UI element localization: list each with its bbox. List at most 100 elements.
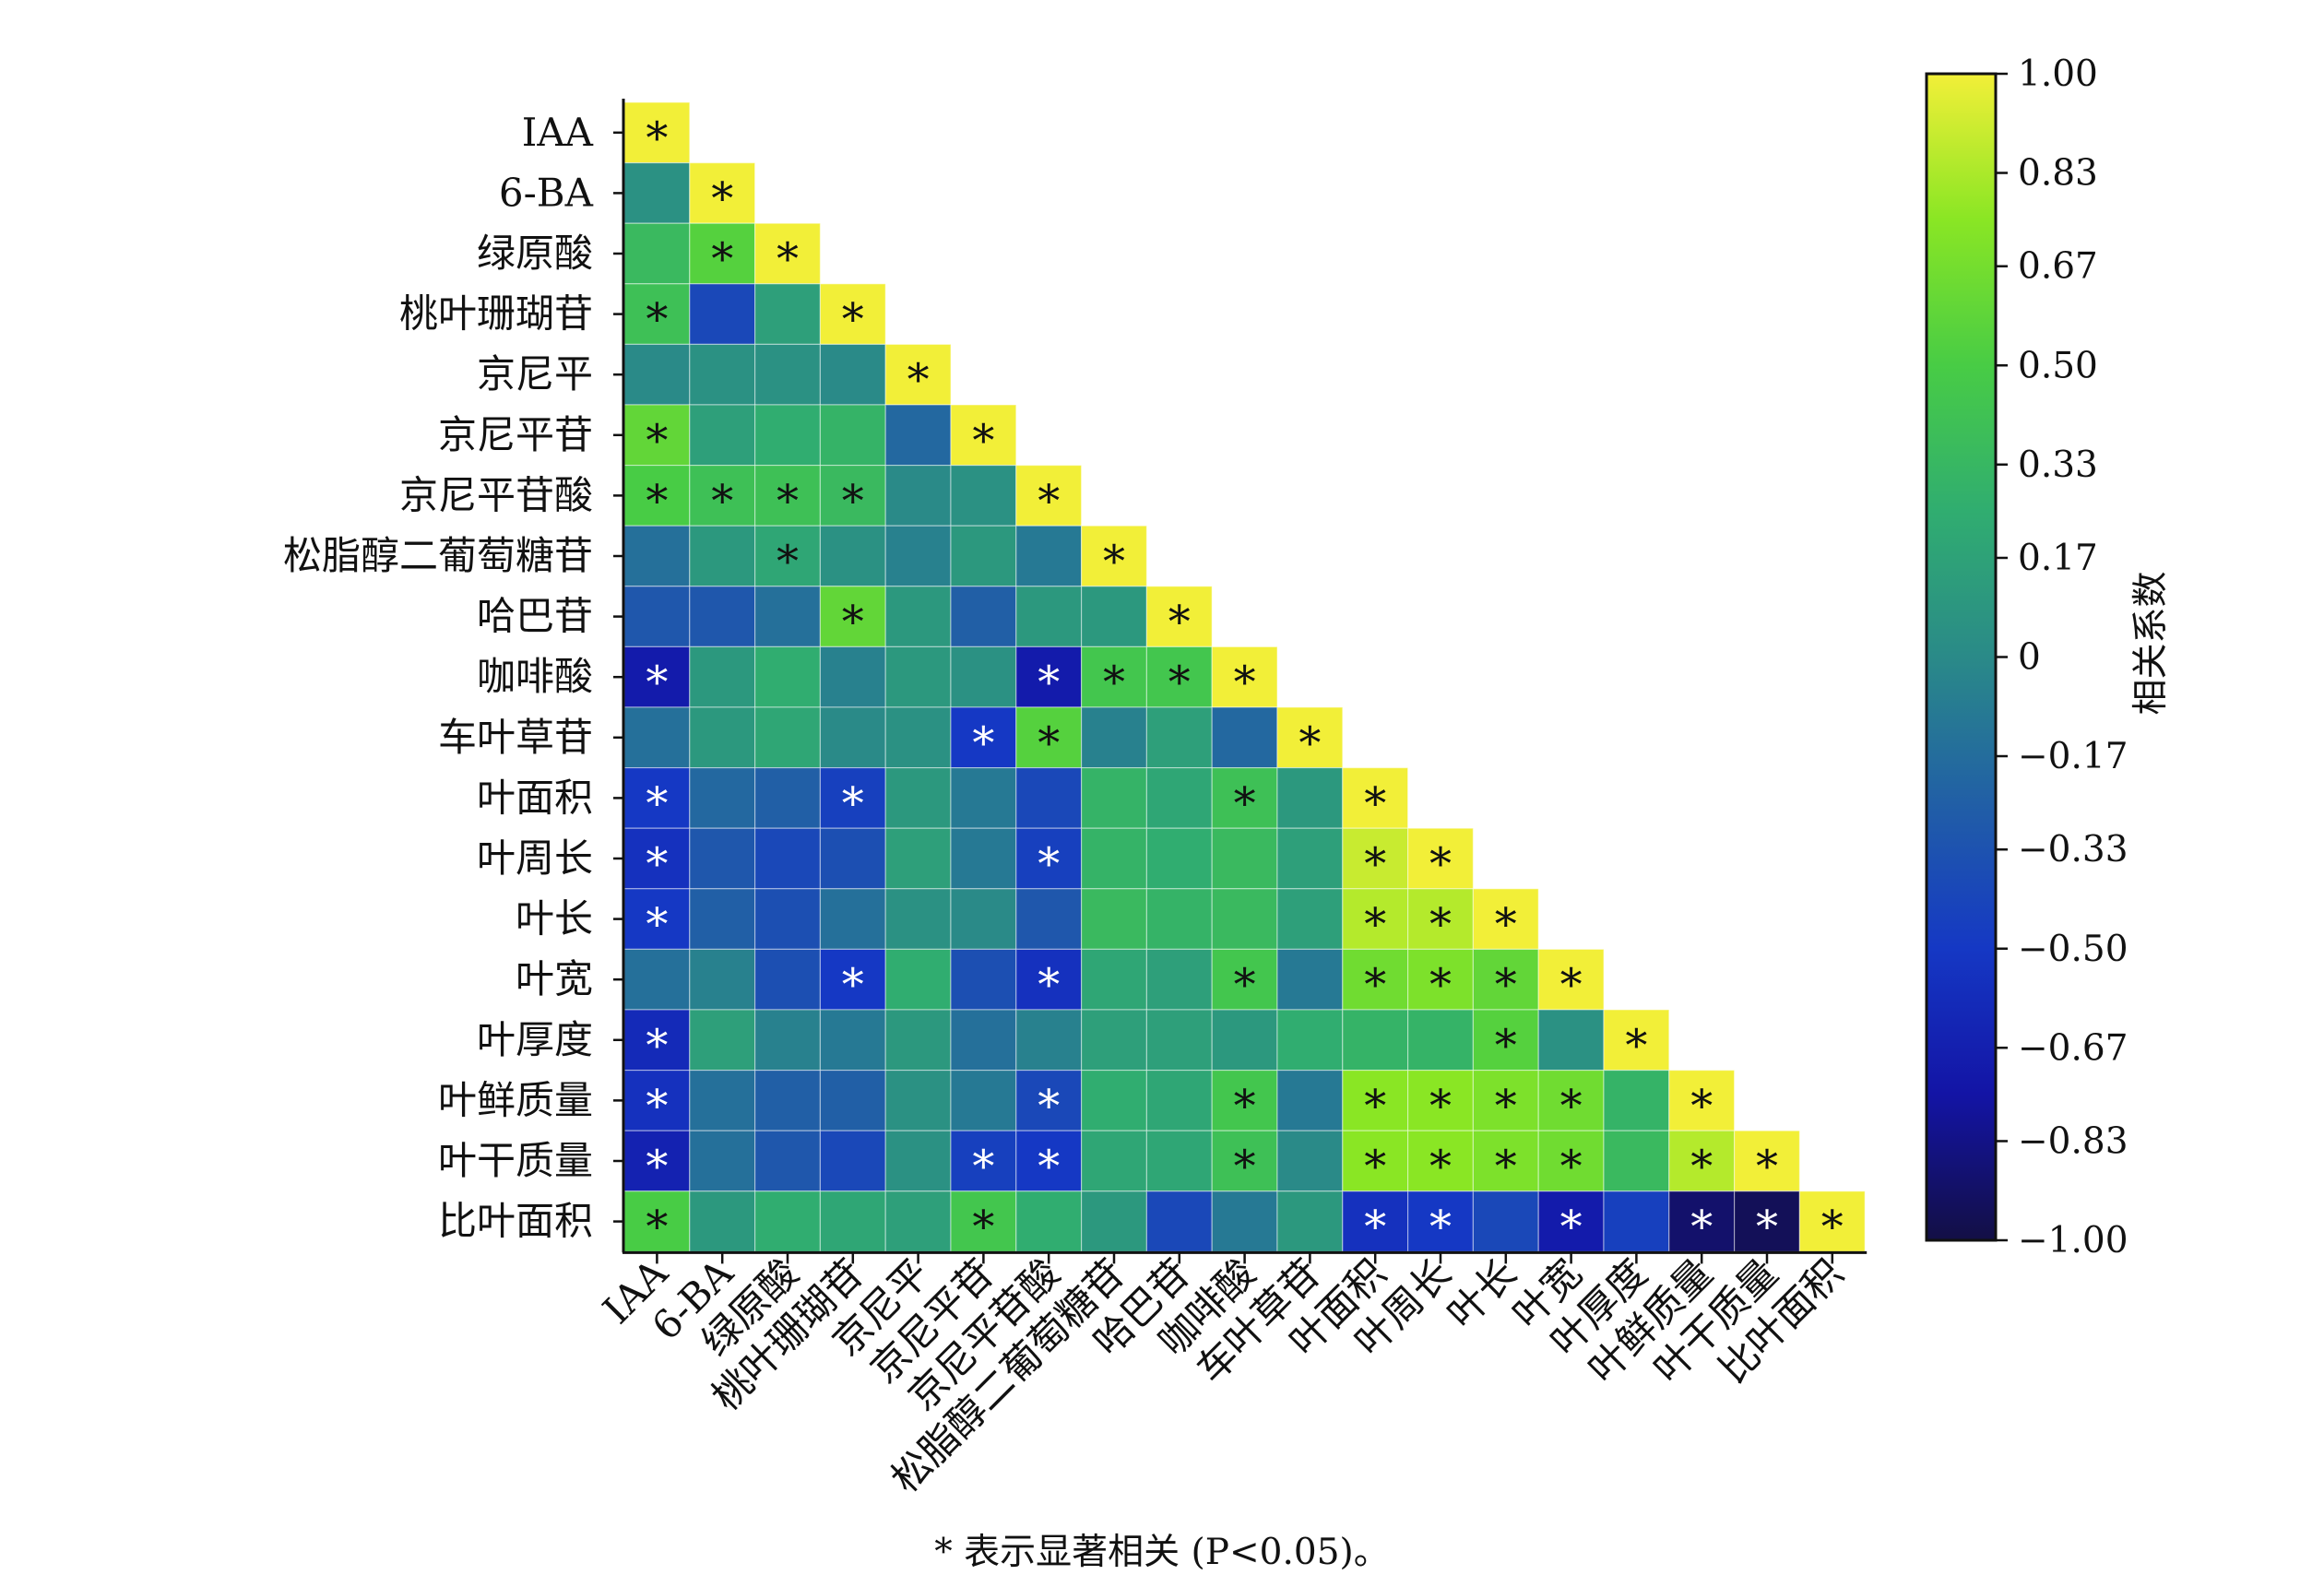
- heatmap-cell: [1211, 1069, 1278, 1131]
- row-label: 6-BA: [499, 170, 594, 215]
- significance-star: *: [1038, 717, 1060, 769]
- heatmap-cell: [753, 465, 821, 527]
- significance-star: *: [842, 475, 864, 527]
- heatmap-cell: [1145, 1069, 1213, 1131]
- significance-star: *: [646, 1020, 668, 1072]
- heatmap-cell: [950, 586, 1017, 647]
- colorbar-tick-label: −0.50: [2018, 929, 2128, 970]
- heatmap-cell: [1406, 888, 1474, 950]
- significance-star: *: [777, 233, 799, 285]
- heatmap-cell: [753, 283, 821, 345]
- heatmap-cell: [753, 827, 821, 890]
- significance-star: *: [842, 959, 864, 1011]
- significance-star: *: [842, 294, 864, 346]
- significance-star: *: [1495, 959, 1517, 1011]
- row-label: 京尼平苷酸: [399, 472, 593, 517]
- significance-star: *: [1495, 1080, 1517, 1131]
- heatmap-cell: [1537, 1130, 1605, 1192]
- colorbar-gradient: [1925, 72, 1998, 1242]
- heatmap-cell: [623, 525, 691, 587]
- row-label: 比叶面积: [438, 1199, 593, 1244]
- heatmap-cell: [623, 162, 691, 224]
- significance-star: *: [1364, 1141, 1386, 1192]
- heatmap-cell: [1080, 827, 1147, 890]
- significance-star: *: [646, 1141, 668, 1192]
- significance-star: *: [842, 777, 864, 829]
- colorbar-ticks: 1.00 0.83 0.67 0.50 0.33 0.17 0 −0.17 −0.33 −0.50…: [1996, 53, 2128, 1261]
- heatmap-cell: [1145, 1009, 1213, 1072]
- heatmap-cell: [1733, 1190, 1800, 1253]
- heatmap-cell: [1145, 1190, 1213, 1253]
- heatmap-cell: [1015, 766, 1083, 829]
- heatmap-cell: [689, 283, 756, 345]
- significance-star: *: [842, 597, 864, 648]
- significance-star: *: [1038, 1080, 1060, 1131]
- heatmap-cell: [950, 827, 1017, 890]
- heatmap-cell: [1406, 1069, 1474, 1131]
- row-label: 哈巴苷: [477, 594, 593, 639]
- heatmap-cell: [689, 706, 756, 769]
- heatmap-cell: [1276, 948, 1344, 1011]
- row-label: 车叶草苷: [438, 715, 593, 760]
- heatmap-cell: [884, 1009, 952, 1072]
- row-label: 叶鲜质量: [438, 1077, 593, 1122]
- heatmap-cell: [1472, 1069, 1539, 1131]
- heatmap-cell: [1015, 1009, 1083, 1072]
- heatmap-axes: [613, 99, 1868, 1264]
- heatmap-cell: [950, 1009, 1017, 1072]
- heatmap-cell: [1603, 1130, 1670, 1192]
- heatmap-cell: [819, 888, 886, 950]
- heatmap-cell: [753, 1009, 821, 1072]
- heatmap-cell: [1145, 948, 1213, 1011]
- significance-star: *: [1234, 959, 1256, 1011]
- heatmap-cell: [689, 162, 756, 224]
- heatmap-cell: [819, 706, 886, 769]
- heatmap-cell: [1145, 1130, 1213, 1192]
- heatmap-cell: [753, 948, 821, 1011]
- significance-star: *: [1429, 838, 1452, 890]
- heatmap-cell: [1276, 1069, 1344, 1131]
- significance-star: *: [646, 777, 668, 829]
- heatmap-cell: [1472, 1190, 1539, 1253]
- significance-star: *: [1364, 1080, 1386, 1131]
- significance-star: *: [777, 536, 799, 587]
- heatmap-cell: [1080, 525, 1147, 587]
- heatmap-cell: [623, 948, 691, 1011]
- heatmap-cell: [884, 465, 952, 527]
- significance-footnote: * 表示显著相关 (P<0.05)。: [934, 1532, 1390, 1573]
- heatmap-cell: [1276, 706, 1344, 769]
- heatmap-cell: [753, 586, 821, 647]
- significance-star: *: [1429, 959, 1452, 1011]
- heatmap-cell: [884, 948, 952, 1011]
- significance-star: *: [1234, 777, 1256, 829]
- heatmap-cell: [950, 465, 1017, 527]
- heatmap-cell: [819, 283, 886, 345]
- heatmap-cell: [1342, 1009, 1409, 1072]
- heatmap-cell: [1211, 1009, 1278, 1072]
- colorbar-tick-label: −0.67: [2018, 1027, 2128, 1069]
- significance-star: *: [1168, 657, 1191, 708]
- row-label: 京尼平苷: [438, 412, 593, 457]
- heatmap-cell: [753, 645, 821, 708]
- heatmap-cell: [950, 1190, 1017, 1253]
- row-label: 叶长: [516, 896, 593, 941]
- heatmap-cell: [819, 525, 886, 587]
- heatmap-cell: [623, 101, 691, 164]
- heatmap-cell: [1015, 827, 1083, 890]
- row-label: 叶厚度: [477, 1017, 593, 1062]
- colorbar-tick-label: −0.33: [2018, 829, 2128, 870]
- significance-star: *: [646, 475, 668, 527]
- significance-star: *: [646, 1080, 668, 1131]
- row-label: 松脂醇二葡萄糖苷: [283, 533, 593, 578]
- significance-star: *: [1234, 1141, 1256, 1192]
- colorbar-tick-label: 0.50: [2018, 345, 2098, 386]
- colorbar: 1.00 0.83 0.67 0.50 0.33 0.17 0 −0.17 −0.33 −0.50…: [1925, 53, 2172, 1261]
- heatmap-cell: [623, 465, 691, 527]
- row-label: 咖啡酸: [477, 654, 593, 699]
- heatmap-cell: [689, 586, 756, 647]
- heatmap-cell: [819, 645, 886, 708]
- heatmap-cell: [1603, 1009, 1670, 1072]
- heatmap-cell: [689, 465, 756, 527]
- significance-star: *: [1495, 1020, 1517, 1072]
- heatmap-cell: [1015, 1069, 1083, 1131]
